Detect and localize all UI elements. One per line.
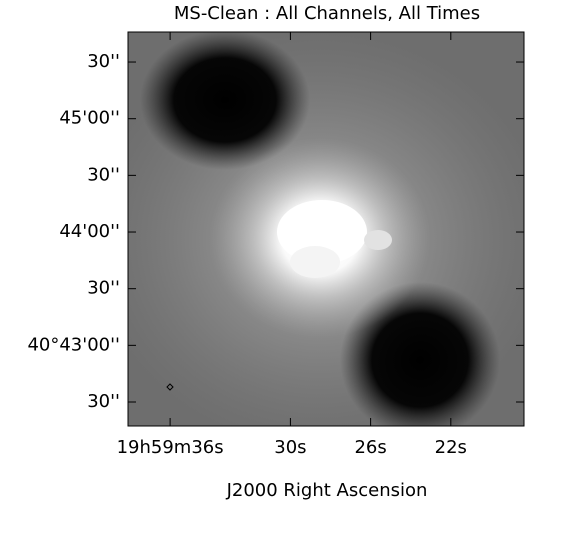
y-tick-label: 30'' xyxy=(87,391,120,412)
chart-title: MS-Clean : All Channels, All Times xyxy=(174,3,480,24)
y-tick-label: 44'00'' xyxy=(59,221,120,242)
image xyxy=(128,32,524,426)
y-tick-label: 30'' xyxy=(87,164,120,185)
x-tick-label: 19h59m36s xyxy=(117,437,224,458)
y-tick-label: 45'00'' xyxy=(59,108,120,129)
frame xyxy=(127,31,525,427)
x-tick-label: 26s xyxy=(354,437,386,458)
x-tick-label: 30s xyxy=(274,437,306,458)
x-tick-label: 22s xyxy=(435,437,467,458)
y-tick-label: 30'' xyxy=(87,51,120,72)
x-axis-label: J2000 Right Ascension xyxy=(226,480,428,501)
y-tick-label: 40°43'00'' xyxy=(27,334,120,355)
y-tick-label: 30'' xyxy=(87,278,120,299)
